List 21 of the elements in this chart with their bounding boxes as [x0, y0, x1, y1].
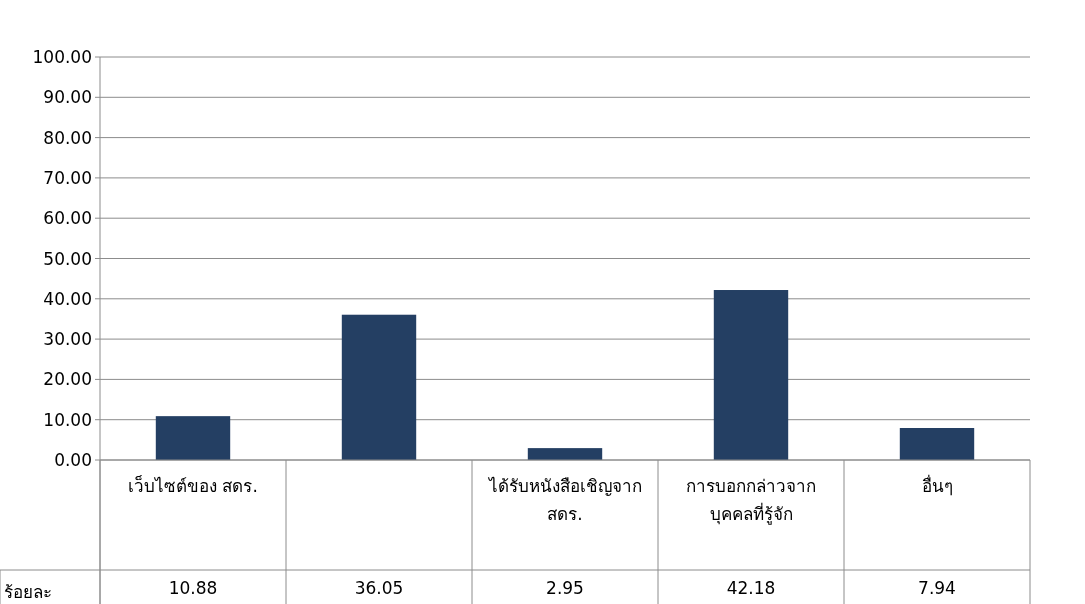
x-tick-label: การบอกกล่าวจากบุคคลที่รู้จัก: [685, 475, 817, 527]
data-label: 7.94: [917, 578, 957, 598]
y-tick-label: 80.00: [43, 127, 92, 148]
y-tick-label: 0.00: [54, 450, 92, 470]
y-tick-label: 10.00: [43, 409, 92, 430]
y-tick-label: 20.00: [43, 369, 92, 390]
y-tick-label: 40.00: [43, 288, 92, 309]
data-label: 10.88: [167, 578, 219, 598]
data-label: 36.05: [353, 578, 405, 598]
y-tick-label: 50.00: [43, 248, 92, 269]
y-tick-label: 90.00: [43, 87, 92, 108]
x-tick-label: อื่นๆ: [920, 473, 954, 498]
data-label: 2.95: [545, 578, 585, 598]
y-tick-label: 30.00: [43, 329, 92, 350]
x-tick-label: เว็บไซต์ของ สดร.: [127, 474, 259, 498]
y-tick-label: 60.00: [43, 208, 92, 229]
y-tick-label: 100.00: [32, 47, 92, 67]
text: ร้อยละ: [4, 581, 52, 604]
y-tick-label: 70.00: [43, 167, 92, 188]
data-label: 42.18: [725, 578, 777, 598]
x-tick-label: ได้รับหนังสือเชิญจาก สดร.: [487, 475, 643, 526]
